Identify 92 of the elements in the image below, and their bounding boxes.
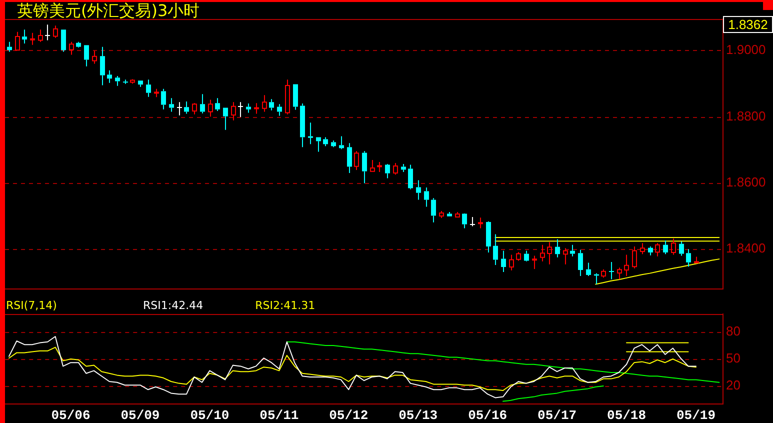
x-tick-label: 05/10 (190, 408, 230, 423)
candlestick (339, 136, 344, 150)
candlestick (176, 102, 182, 116)
candlestick (385, 164, 390, 179)
candlestick (655, 242, 660, 257)
candlestick (362, 150, 367, 184)
candlestick (648, 246, 653, 256)
candlestick (401, 164, 406, 172)
candlestick (486, 222, 491, 253)
candlestick (38, 29, 43, 42)
candlestick (540, 244, 545, 262)
candlestick (115, 75, 120, 86)
y-tick-label: 20 (726, 378, 740, 393)
chart-title: 英镑美元(外汇交易)3小时 (17, 1, 200, 20)
candlestick (408, 164, 413, 190)
candlestick (501, 250, 506, 272)
candlestick (578, 249, 583, 276)
x-tick-label: 05/19 (676, 408, 716, 423)
candlestick (524, 250, 529, 261)
x-tick-label: 05/11 (260, 408, 299, 423)
candlestick (686, 248, 691, 268)
candlestick (238, 102, 244, 118)
candlestick (347, 142, 352, 174)
candlestick (532, 255, 537, 270)
candlestick (586, 262, 591, 276)
candlestick (138, 80, 143, 88)
candlestick (285, 79, 290, 115)
candlestick (44, 24, 50, 41)
candlestick (570, 244, 575, 257)
candlestick (231, 102, 236, 121)
candlestick (161, 88, 166, 110)
candlestick (246, 102, 251, 114)
candlestick (107, 70, 112, 84)
chart-title: RSI(7,14) (6, 299, 57, 312)
x-tick-label: 05/12 (329, 408, 368, 423)
candlestick (462, 214, 467, 229)
candlestick (223, 108, 228, 130)
x-tick-label: 05/18 (607, 408, 646, 423)
candlestick (493, 234, 498, 266)
candlestick (663, 240, 668, 255)
candlestick (370, 160, 375, 172)
x-tick-label: 05/09 (120, 408, 160, 423)
candlestick (269, 98, 274, 111)
candlestick (547, 242, 552, 265)
candlestick (617, 267, 622, 280)
text: RSI1:42.44 (143, 299, 204, 312)
candlestick (169, 98, 174, 112)
text: RSI2:41.31 (255, 299, 316, 312)
y-tick-label: 1.8800 (726, 108, 766, 124)
candlestick (146, 79, 151, 98)
candlestick (53, 25, 58, 38)
candlestick (308, 122, 313, 145)
candlestick (61, 30, 66, 52)
candlestick (7, 41, 12, 52)
y-tick-label: 1.8400 (726, 240, 766, 256)
x-tick-label: 05/16 (468, 408, 508, 423)
y-tick-label: 50 (726, 350, 740, 366)
y-tick-label: 1.9000 (726, 42, 766, 58)
candlestick (22, 29, 27, 44)
candlestick (679, 241, 684, 256)
candlestick (184, 100, 189, 114)
candlestick (277, 104, 282, 116)
text: 1.8362 (723, 16, 773, 33)
candlestick (431, 198, 436, 223)
candlestick (215, 98, 220, 112)
y-tick-label: 80 (726, 324, 740, 339)
candlestick (30, 32, 35, 46)
candlestick (624, 254, 629, 276)
candlestick (416, 180, 421, 200)
y-tick-label: 1.8600 (726, 174, 766, 190)
candlestick (84, 45, 89, 67)
candlestick (609, 262, 614, 280)
candlestick (470, 216, 476, 227)
candlestick (293, 84, 298, 110)
candlestick (632, 246, 637, 269)
candlestick (300, 102, 305, 148)
candlestick (200, 94, 205, 114)
candlestick (123, 79, 128, 84)
candlestick (424, 187, 429, 208)
candlestick (555, 238, 560, 258)
candlestick (316, 137, 321, 152)
candlestick (254, 102, 259, 114)
x-tick-label: 05/13 (398, 408, 438, 423)
candlestick (208, 99, 213, 118)
candlestick (563, 248, 568, 265)
candlestick (100, 46, 105, 86)
candlestick (323, 136, 328, 147)
x-tick-label: 05/17 (538, 408, 577, 423)
x-tick-label: 05/06 (51, 408, 90, 423)
candlestick (478, 217, 483, 229)
candlestick (262, 94, 267, 112)
candlestick (331, 140, 336, 148)
